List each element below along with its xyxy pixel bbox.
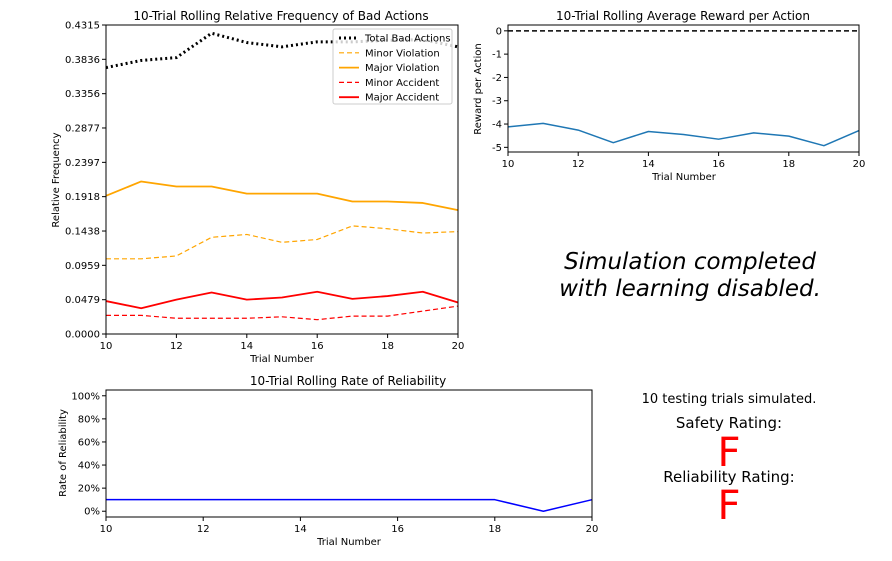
x-tick-label: 18 bbox=[782, 159, 795, 170]
reliability-frame bbox=[105, 389, 593, 518]
series-line-0 bbox=[507, 122, 860, 147]
x-tick-label: 16 bbox=[311, 341, 324, 352]
y-tick-label: 0.0479 bbox=[65, 295, 100, 306]
trials-count-text: 10 testing trials simulated. bbox=[642, 392, 817, 407]
y-tick-label: 0.2877 bbox=[65, 123, 100, 134]
safety-rating-label: Safety Rating: bbox=[676, 414, 782, 432]
x-tick-label: 20 bbox=[853, 159, 866, 170]
reliability-title: 10-Trial Rolling Rate of Reliability bbox=[250, 374, 446, 388]
y-tick-label: 0% bbox=[84, 507, 100, 518]
simulation-message-line1: Simulation completed bbox=[564, 249, 816, 275]
y-tick-label: -1 bbox=[492, 50, 502, 61]
reward-chart: 10-Trial Rolling Average Reward per Acti… bbox=[473, 9, 865, 183]
reliability-ylabel: Rate of Reliability bbox=[58, 409, 69, 497]
bad-actions-frame bbox=[105, 24, 459, 335]
y-tick-label: 0.0000 bbox=[65, 330, 100, 341]
x-tick-label: 10 bbox=[502, 159, 515, 170]
x-tick-label: 16 bbox=[712, 159, 725, 170]
summary-panel: Simulation completed with learning disab… bbox=[559, 249, 821, 529]
x-tick-label: 14 bbox=[294, 524, 307, 535]
y-tick-label: 0.3836 bbox=[65, 55, 100, 66]
series-line-1 bbox=[106, 225, 459, 260]
y-tick-label: 0 bbox=[496, 26, 502, 37]
x-tick-label: 12 bbox=[572, 159, 585, 170]
safety-rating-grade: F bbox=[717, 430, 740, 476]
reward-frame bbox=[507, 24, 860, 153]
series-line-4 bbox=[105, 290, 459, 310]
x-tick-label: 20 bbox=[586, 524, 599, 535]
y-tick-label: 0.4315 bbox=[65, 21, 100, 32]
bad-actions-legend: Total Bad Actions Minor Violation Major Vi… bbox=[332, 28, 453, 105]
x-tick-label: 12 bbox=[197, 524, 210, 535]
legend-entry-label: Major Accident bbox=[365, 93, 439, 104]
x-tick-label: 10 bbox=[100, 341, 113, 352]
x-tick-label: 14 bbox=[642, 159, 655, 170]
bad-actions-chart: 10-Trial Rolling Relative Frequency of B… bbox=[51, 9, 464, 365]
y-tick-label: -4 bbox=[492, 120, 502, 131]
series-line-3 bbox=[106, 305, 459, 321]
y-tick-label: 80% bbox=[78, 414, 100, 425]
reliability-rating-grade: F bbox=[717, 483, 740, 529]
y-tick-label: 0.1918 bbox=[65, 192, 100, 203]
series-line-0 bbox=[106, 498, 593, 512]
series-line-0 bbox=[105, 31, 459, 70]
reward-title: 10-Trial Rolling Average Reward per Acti… bbox=[556, 9, 810, 23]
bad-actions-ylabel: Relative Frequency bbox=[51, 132, 62, 227]
bad-actions-xlabel: Trial Number bbox=[249, 354, 315, 365]
reliability-rating-label: Reliability Rating: bbox=[663, 468, 794, 486]
reliability-chart: 10-Trial Rolling Rate of Reliability 10 1… bbox=[58, 374, 598, 548]
reward-ylabel: Reward per Action bbox=[473, 43, 484, 135]
legend-entry-label: Minor Violation bbox=[365, 48, 440, 59]
reliability-xlabel: Trial Number bbox=[316, 537, 382, 548]
y-tick-label: 40% bbox=[78, 461, 100, 472]
x-tick-label: 10 bbox=[100, 524, 113, 535]
reward-xlabel: Trial Number bbox=[651, 172, 717, 183]
x-tick-label: 20 bbox=[452, 341, 465, 352]
y-tick-label: 60% bbox=[78, 437, 100, 448]
y-tick-label: 0.0959 bbox=[65, 261, 100, 272]
x-tick-label: 18 bbox=[488, 524, 501, 535]
bad-actions-title: 10-Trial Rolling Relative Frequency of B… bbox=[133, 9, 428, 23]
y-tick-label: -2 bbox=[492, 73, 502, 84]
y-tick-label: 20% bbox=[78, 484, 100, 495]
legend-entry-label: Minor Accident bbox=[365, 78, 439, 89]
x-tick-label: 18 bbox=[381, 341, 394, 352]
x-tick-label: 16 bbox=[391, 524, 404, 535]
y-tick-label: 0.2397 bbox=[65, 158, 100, 169]
simulation-message-line2: with learning disabled. bbox=[559, 276, 821, 302]
y-tick-label: -3 bbox=[492, 96, 502, 107]
y-tick-label: 0.3356 bbox=[65, 89, 100, 100]
y-tick-label: 100% bbox=[71, 391, 100, 402]
legend-entry-label: Major Violation bbox=[365, 63, 440, 74]
y-tick-label: 0.1438 bbox=[65, 227, 100, 238]
series-line-2 bbox=[105, 180, 459, 211]
x-tick-label: 12 bbox=[170, 341, 183, 352]
y-tick-label: -5 bbox=[492, 143, 502, 154]
x-tick-label: 14 bbox=[240, 341, 253, 352]
legend-entry-label: Total Bad Actions bbox=[364, 34, 451, 45]
